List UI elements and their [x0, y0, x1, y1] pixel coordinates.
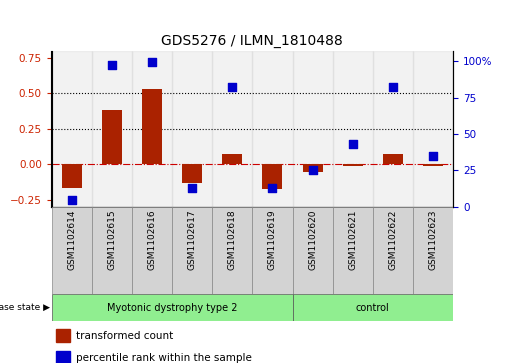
Bar — [333, 51, 373, 207]
Bar — [52, 207, 92, 294]
Text: GSM1102623: GSM1102623 — [428, 209, 438, 270]
Bar — [142, 89, 162, 164]
Text: GSM1102621: GSM1102621 — [348, 209, 357, 270]
Bar — [56, 329, 70, 342]
Point — [349, 141, 357, 147]
Bar — [92, 207, 132, 294]
Bar — [212, 207, 252, 294]
Bar — [293, 207, 333, 294]
Point — [148, 60, 156, 65]
Text: GSM1102616: GSM1102616 — [147, 209, 157, 270]
Point — [228, 84, 236, 90]
Text: GSM1102620: GSM1102620 — [308, 209, 317, 270]
Bar — [293, 294, 453, 321]
Bar — [212, 51, 252, 207]
Bar — [52, 294, 293, 321]
Bar — [413, 207, 453, 294]
Text: percentile rank within the sample: percentile rank within the sample — [76, 352, 251, 363]
Bar — [52, 51, 92, 207]
Text: GSM1102622: GSM1102622 — [388, 209, 398, 270]
Point — [389, 84, 397, 90]
Point — [308, 168, 317, 174]
Bar — [62, 164, 81, 188]
Bar — [222, 154, 242, 164]
Point — [429, 153, 437, 159]
Text: GSM1102614: GSM1102614 — [67, 209, 76, 270]
Bar — [92, 51, 132, 207]
Text: Myotonic dystrophy type 2: Myotonic dystrophy type 2 — [107, 303, 237, 313]
Point — [108, 62, 116, 68]
Bar — [56, 351, 70, 363]
Point — [188, 185, 196, 191]
Text: control: control — [356, 303, 390, 313]
Bar — [252, 51, 293, 207]
Text: GSM1102619: GSM1102619 — [268, 209, 277, 270]
Bar — [342, 164, 363, 166]
Bar — [182, 164, 202, 183]
Bar — [262, 164, 282, 189]
Bar — [413, 51, 453, 207]
Point — [67, 197, 76, 203]
Text: GSM1102617: GSM1102617 — [187, 209, 197, 270]
Bar — [383, 154, 403, 164]
Bar — [302, 164, 322, 172]
Bar — [373, 207, 413, 294]
Text: GSM1102618: GSM1102618 — [228, 209, 237, 270]
Text: transformed count: transformed count — [76, 331, 173, 341]
Bar — [101, 110, 122, 164]
Bar — [132, 51, 172, 207]
Bar — [172, 207, 212, 294]
Bar — [132, 207, 172, 294]
Bar — [293, 51, 333, 207]
Bar — [373, 51, 413, 207]
Text: disease state ▶: disease state ▶ — [0, 303, 50, 312]
Bar — [333, 207, 373, 294]
Point — [268, 185, 277, 191]
Bar — [172, 51, 212, 207]
Bar — [252, 207, 293, 294]
Bar — [423, 164, 443, 166]
Text: GSM1102615: GSM1102615 — [107, 209, 116, 270]
Title: GDS5276 / ILMN_1810488: GDS5276 / ILMN_1810488 — [162, 34, 343, 48]
